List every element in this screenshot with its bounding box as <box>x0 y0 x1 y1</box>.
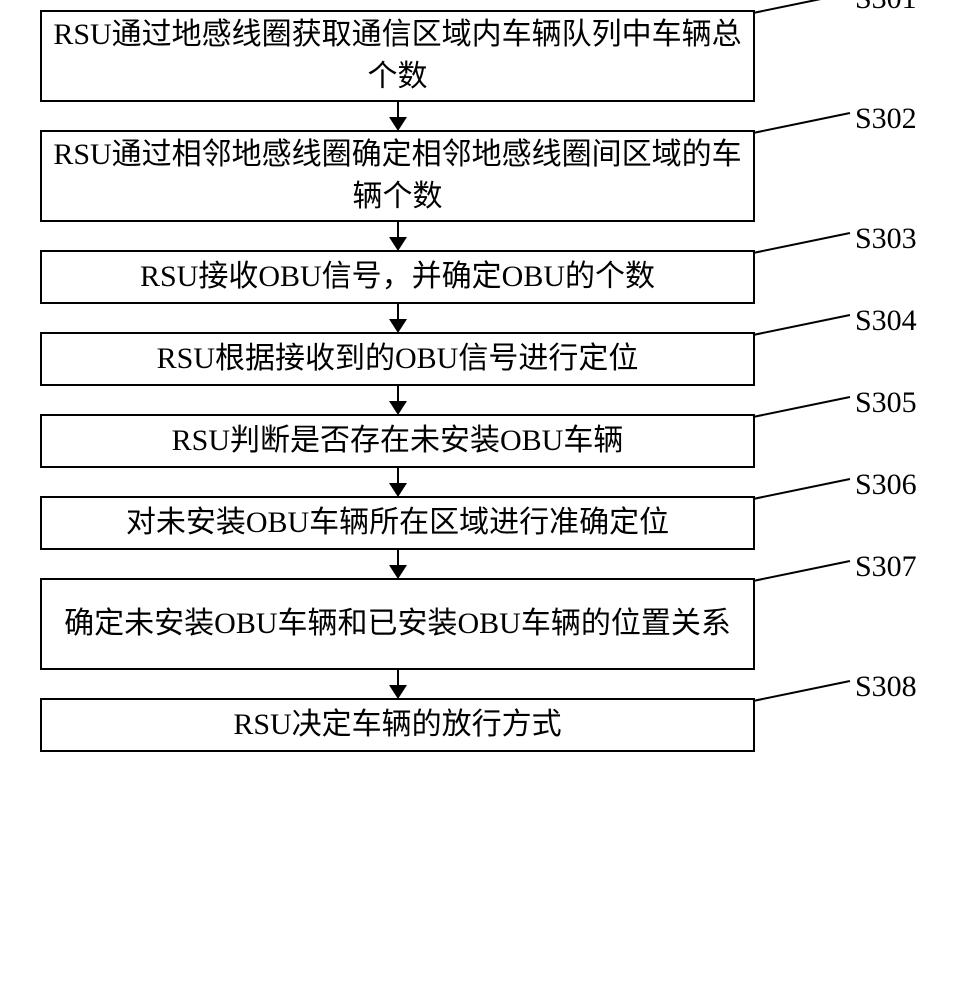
step-row-s307: 确定未安装OBU车辆和已安装OBU车辆的位置关系S307 <box>20 578 940 670</box>
step-box-s303: RSU接收OBU信号，并确定OBU的个数 <box>40 250 755 304</box>
connector-line <box>753 112 850 134</box>
step-row-s308: RSU决定车辆的放行方式S308 <box>20 698 940 752</box>
arrow-head-icon <box>389 483 407 497</box>
connector-line <box>753 0 850 14</box>
arrow-head-icon <box>389 117 407 131</box>
step-row-s304: RSU根据接收到的OBU信号进行定位S304 <box>20 332 940 386</box>
step-row-s305: RSU判断是否存在未安装OBU车辆S305 <box>20 414 940 468</box>
step-label-s302: S302 <box>855 102 917 136</box>
step-box-s302: RSU通过相邻地感线圈确定相邻地感线圈间区域的车辆个数 <box>40 130 755 222</box>
arrow-head-icon <box>389 685 407 699</box>
step-box-s307: 确定未安装OBU车辆和已安装OBU车辆的位置关系 <box>40 578 755 670</box>
step-label-s305: S305 <box>855 386 917 420</box>
arrow-down <box>40 550 755 578</box>
step-box-s301: RSU通过地感线圈获取通信区域内车辆队列中车辆总个数 <box>40 10 755 102</box>
arrow-line <box>397 102 399 118</box>
step-row-s302: RSU通过相邻地感线圈确定相邻地感线圈间区域的车辆个数S302 <box>20 130 940 222</box>
arrow-line <box>397 550 399 566</box>
arrow-down <box>40 386 755 414</box>
step-label-s306: S306 <box>855 468 917 502</box>
step-box-s305: RSU判断是否存在未安装OBU车辆 <box>40 414 755 468</box>
arrow-down <box>40 304 755 332</box>
arrow-down <box>40 222 755 250</box>
step-label-s303: S303 <box>855 222 917 256</box>
step-label-s301: S301 <box>855 0 917 16</box>
step-label-s307: S307 <box>855 550 917 584</box>
arrow-head-icon <box>389 401 407 415</box>
step-box-s308: RSU决定车辆的放行方式 <box>40 698 755 752</box>
step-box-s304: RSU根据接收到的OBU信号进行定位 <box>40 332 755 386</box>
connector-line <box>753 232 850 254</box>
step-row-s301: RSU通过地感线圈获取通信区域内车辆队列中车辆总个数S301 <box>20 10 940 102</box>
arrow-down <box>40 468 755 496</box>
connector-line <box>753 396 850 418</box>
arrow-down <box>40 102 755 130</box>
arrow-line <box>397 386 399 402</box>
arrow-line <box>397 222 399 238</box>
arrow-down <box>40 670 755 698</box>
flowchart-container: RSU通过地感线圈获取通信区域内车辆队列中车辆总个数S301 RSU通过相邻地感线… <box>20 10 940 752</box>
connector-line <box>753 680 850 702</box>
arrow-line <box>397 468 399 484</box>
connector-line <box>753 478 850 500</box>
arrow-head-icon <box>389 319 407 333</box>
connector-line <box>753 560 850 582</box>
connector-line <box>753 314 850 336</box>
arrow-head-icon <box>389 565 407 579</box>
step-box-s306: 对未安装OBU车辆所在区域进行准确定位 <box>40 496 755 550</box>
arrow-line <box>397 670 399 686</box>
step-row-s303: RSU接收OBU信号，并确定OBU的个数S303 <box>20 250 940 304</box>
arrow-head-icon <box>389 237 407 251</box>
step-label-s304: S304 <box>855 304 917 338</box>
step-label-s308: S308 <box>855 670 917 704</box>
step-row-s306: 对未安装OBU车辆所在区域进行准确定位S306 <box>20 496 940 550</box>
arrow-line <box>397 304 399 320</box>
